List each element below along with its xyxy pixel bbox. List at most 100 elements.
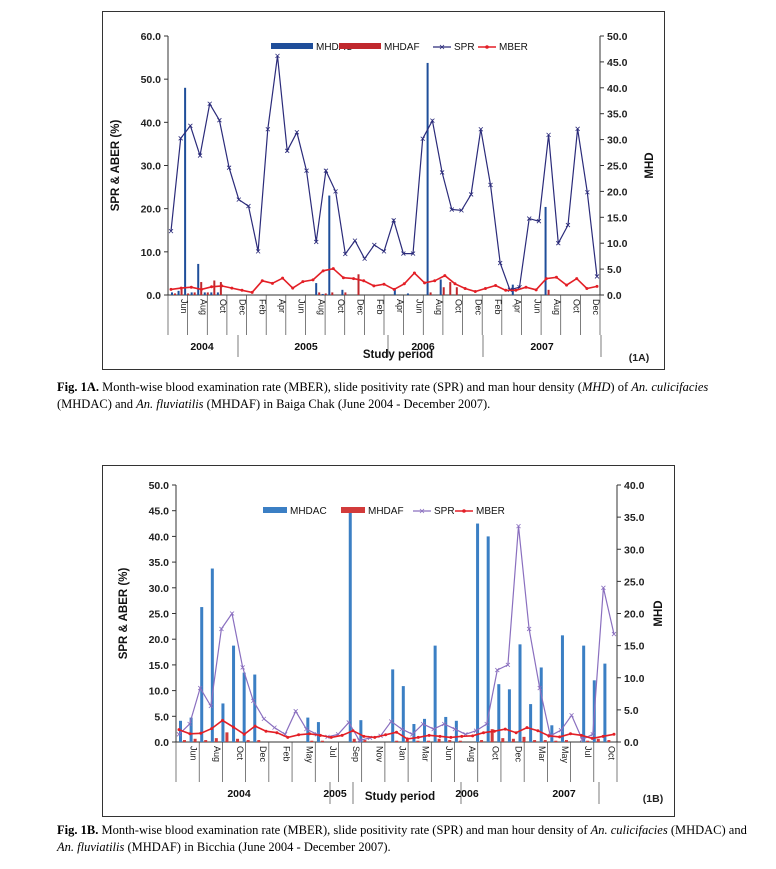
point-mber (308, 732, 311, 736)
point-spr (431, 726, 436, 732)
x-month-label: Jan (398, 746, 408, 761)
y-tick-label: 20.0 (149, 634, 170, 646)
x-month-label: Dec (473, 299, 483, 316)
point-mber (423, 281, 427, 285)
y-tick-label: 50.0 (149, 480, 170, 492)
x-month-label: Jul (328, 746, 338, 758)
point-mber (443, 274, 447, 278)
y2-tick-label: 35.0 (607, 109, 628, 121)
y2-tick-label: 5.0 (607, 264, 622, 276)
panel-tag: (1A) (629, 352, 649, 364)
legend-marker-mber (485, 45, 489, 49)
point-spr (304, 168, 309, 173)
point-spr (526, 626, 532, 632)
point-mber (492, 729, 496, 733)
figure-caption-1a: Fig. 1A. Month-wise blood examination ra… (57, 380, 709, 411)
bar-mhdac (189, 717, 193, 742)
point-mber (311, 278, 315, 282)
point-mber (402, 282, 406, 286)
point-mber (331, 267, 335, 271)
point-mber (612, 732, 616, 736)
y2-tick-label: 10.0 (607, 238, 628, 250)
point-spr (449, 207, 455, 212)
point-mber (362, 734, 366, 738)
bar-mhdaf (596, 738, 600, 742)
point-spr (495, 667, 500, 673)
x-month-label: Sep (351, 746, 361, 762)
bar-mhdac (242, 672, 246, 742)
bar-mhdac (406, 293, 409, 295)
point-spr (293, 708, 298, 714)
x-axis-title: Study period (363, 349, 433, 361)
bar-mhdaf (180, 288, 183, 295)
bar-mhdac (341, 289, 344, 295)
point-mber (463, 287, 467, 291)
x-month-label: Feb (375, 299, 385, 315)
point-spr (468, 192, 474, 197)
legend-marker-spr (419, 508, 425, 514)
point-mber (382, 282, 386, 286)
point-mber (230, 286, 234, 290)
chart-1a: 0.0 10.0 20.0 30.0 40.0 50.0 60.0 0.0 5.0 10.0 15.… (110, 31, 656, 364)
bar-mhdaf (219, 282, 222, 295)
point-mber (595, 284, 599, 288)
y2-tick-label: 35.0 (624, 512, 645, 524)
point-spr (558, 727, 564, 733)
bar-mhdac (316, 722, 320, 742)
legend-label-mhdac: MHDAC (290, 506, 327, 517)
bar-mhdaf (455, 287, 458, 295)
bar-mhdaf (187, 293, 190, 295)
bar-mhdaf (607, 740, 611, 742)
point-mber (504, 288, 508, 292)
point-mber (341, 276, 345, 280)
y2-tick-label: 40.0 (607, 83, 628, 95)
bar-mhdac (216, 292, 219, 295)
point-spr (236, 197, 242, 202)
bar-mhdaf (193, 738, 197, 742)
panel-tag: (1B) (643, 793, 663, 805)
legend-label-mber: MBER (499, 42, 528, 53)
bar-mhdac (171, 292, 173, 295)
point-mber (482, 731, 485, 735)
bar-mhdaf (246, 740, 250, 742)
x-month-label: Oct (235, 746, 245, 761)
y2-axis-title: MHD (653, 600, 665, 626)
y2-tick-label: 25.0 (607, 161, 628, 173)
point-mber (169, 287, 173, 291)
point-mber (460, 734, 464, 738)
x-year-label: 2004 (190, 341, 214, 353)
point-mber (329, 735, 333, 739)
point-spr (250, 698, 256, 704)
point-mber (503, 727, 507, 731)
y-tick-label: 15.0 (149, 660, 170, 672)
point-spr (217, 117, 222, 123)
y2-tick-label: 15.0 (624, 641, 645, 653)
x-month-label: Jun (179, 299, 189, 314)
x-month-label: Apr (277, 299, 287, 313)
x-month-label: May (305, 746, 315, 764)
bar-mhdac (486, 536, 490, 742)
point-spr (188, 123, 193, 129)
bar-mhdaf (331, 292, 334, 295)
point-mber (199, 731, 203, 735)
point-mber (473, 290, 477, 294)
bar-mhdac (426, 62, 429, 295)
bar-mhdac (203, 292, 206, 295)
y-tick-label: 10.0 (141, 247, 162, 259)
point-mber (427, 733, 431, 737)
bar-mhdaf (206, 292, 209, 295)
point-mber (242, 732, 246, 736)
x-month-label: Nov (374, 746, 384, 763)
point-spr (226, 165, 232, 170)
bar-mhdac (529, 704, 533, 742)
legend-swatch-mhdaf (339, 43, 381, 49)
bar-mhdaf (257, 740, 261, 742)
point-spr (178, 136, 183, 141)
point-spr (333, 189, 338, 194)
point-mber (438, 734, 442, 738)
point-spr (197, 685, 203, 691)
x-month-label: Apr (513, 299, 523, 313)
point-spr (275, 53, 280, 59)
point-mber (199, 287, 203, 291)
bar-mhdaf (357, 274, 360, 295)
